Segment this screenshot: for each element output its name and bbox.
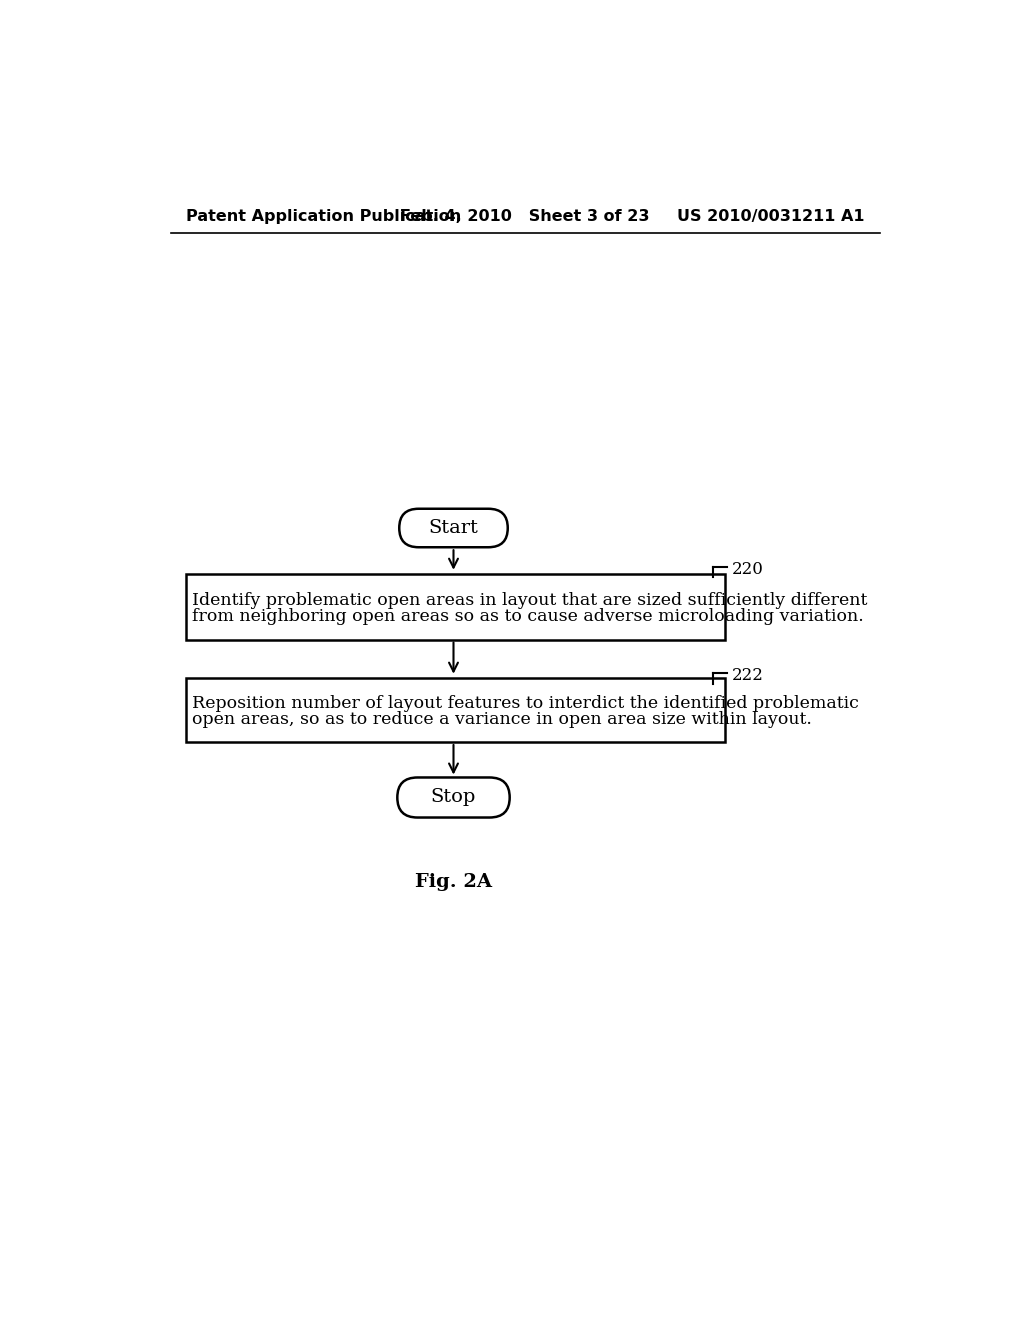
- Text: US 2010/0031211 A1: US 2010/0031211 A1: [677, 209, 864, 223]
- Text: 220: 220: [732, 561, 764, 578]
- Text: open areas, so as to reduce a variance in open area size within layout.: open areas, so as to reduce a variance i…: [193, 711, 812, 727]
- Bar: [186, 678, 725, 742]
- Text: Identify problematic open areas in layout that are sized sufficiently different: Identify problematic open areas in layou…: [193, 593, 867, 610]
- Text: Stop: Stop: [431, 788, 476, 807]
- Text: Reposition number of layout features to interdict the identified problematic: Reposition number of layout features to …: [193, 696, 859, 713]
- Bar: [186, 574, 725, 640]
- Text: 222: 222: [732, 668, 764, 684]
- FancyBboxPatch shape: [399, 508, 508, 548]
- Text: from neighboring open areas so as to cause adverse microloading variation.: from neighboring open areas so as to cau…: [193, 607, 864, 624]
- Text: Feb. 4, 2010   Sheet 3 of 23: Feb. 4, 2010 Sheet 3 of 23: [400, 209, 649, 223]
- Text: Patent Application Publication: Patent Application Publication: [186, 209, 462, 223]
- FancyBboxPatch shape: [397, 777, 510, 817]
- Text: Fig. 2A: Fig. 2A: [415, 874, 492, 891]
- Text: Start: Start: [429, 519, 478, 537]
